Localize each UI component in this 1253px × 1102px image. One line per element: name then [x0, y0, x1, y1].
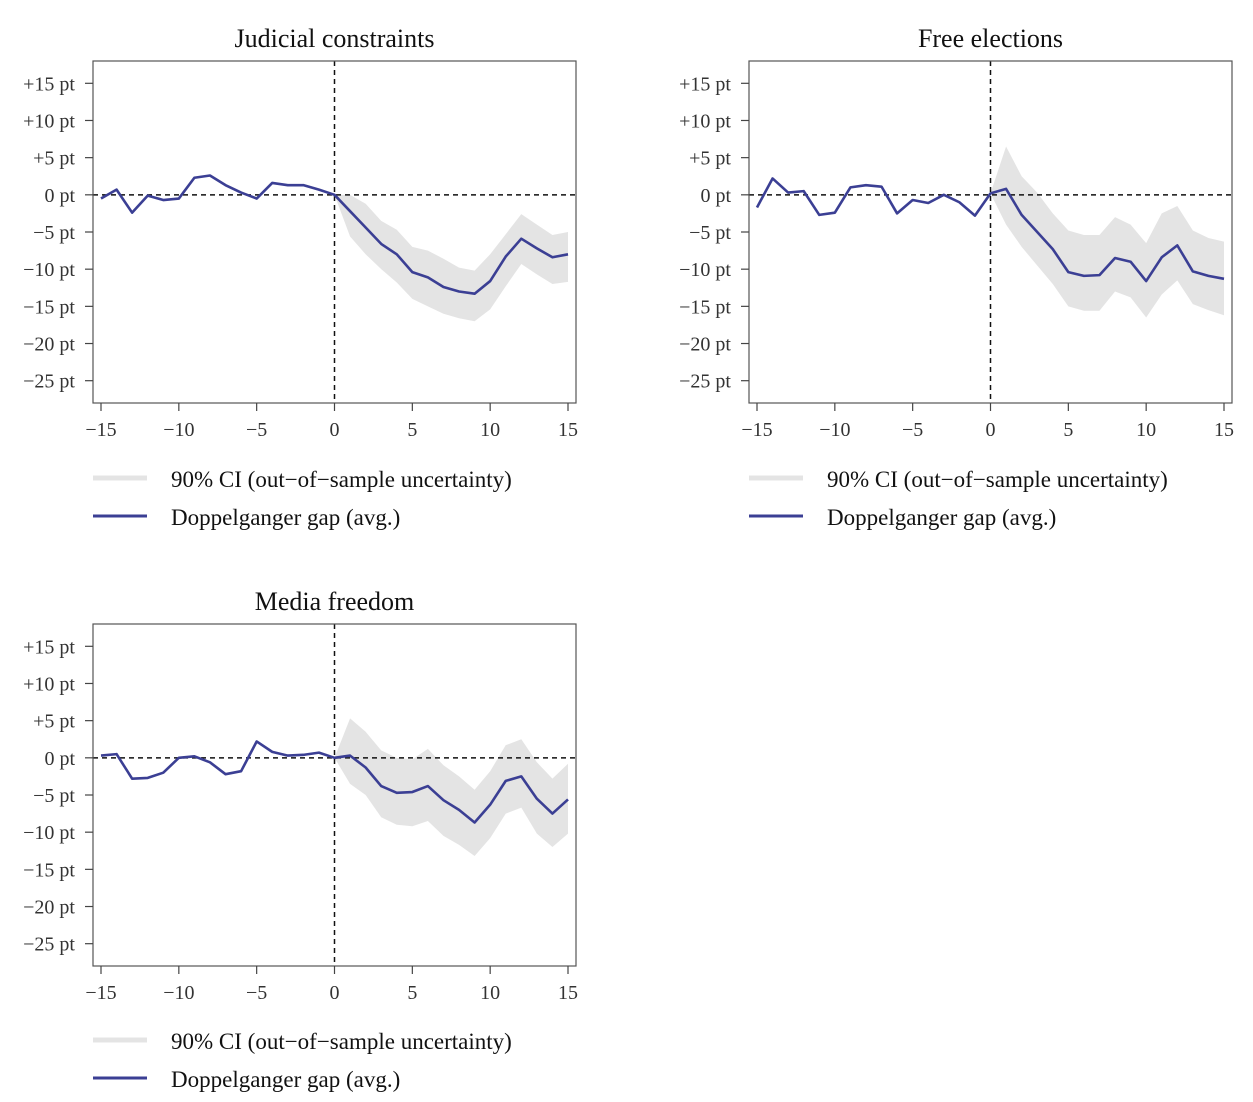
legend-ci-label: 90% CI (out−of−sample uncertainty) — [171, 1029, 512, 1054]
y-tick-label: −20 pt — [23, 897, 75, 919]
ci-band — [101, 718, 568, 856]
x-tick-label: 10 — [480, 419, 500, 441]
ci-band — [757, 146, 1224, 318]
y-tick-label: −20 pt — [679, 334, 731, 356]
y-tick-label: +10 pt — [679, 110, 731, 132]
legend-ci-label: 90% CI (out−of−sample uncertainty) — [171, 467, 512, 492]
x-tick-label: 15 — [558, 419, 578, 441]
series-line-1 — [100, 740, 569, 824]
series-line-1 — [100, 174, 569, 296]
y-tick-label: +10 pt — [23, 673, 75, 695]
panel-1: Judicial constraints +15 pt +10 pt +5 pt 0 p… — [23, 24, 578, 530]
chart-title: Media freedom — [255, 587, 415, 616]
x-tick-label: 5 — [407, 982, 417, 1004]
y-tick-label: −5 pt — [33, 785, 75, 807]
x-tick-label: −5 — [246, 419, 267, 441]
legend: 90% CI (out−of−sample uncertainty) Doppel… — [93, 1029, 512, 1092]
panel-3: Media freedom +15 pt +10 pt +5 pt 0 pt −5 pt −… — [23, 587, 578, 1092]
x-tick-label: −15 — [85, 419, 116, 441]
y-tick-label: −10 pt — [23, 822, 75, 844]
x-tick-label: −10 — [819, 419, 850, 441]
legend: 90% CI (out−of−sample uncertainty) Doppel… — [93, 467, 512, 530]
x-tick-label: 5 — [1063, 419, 1073, 441]
panel-2: Free elections +15 pt +10 pt +5 pt 0 pt −5 pt… — [679, 24, 1234, 530]
x-tick-label: −5 — [246, 982, 267, 1004]
x-tick-label: −5 — [902, 419, 923, 441]
x-tick-label: 15 — [1214, 419, 1234, 441]
y-tick-label: −10 pt — [679, 259, 731, 281]
series-line-1 — [755, 177, 1225, 283]
x-tick-label: −15 — [85, 982, 116, 1004]
x-tick-label: 0 — [330, 419, 340, 441]
y-tick-label: 0 pt — [700, 185, 731, 207]
y-tick-label: 0 pt — [44, 748, 75, 770]
x-tick-label: 5 — [407, 419, 417, 441]
y-tick-label: −15 pt — [23, 859, 75, 881]
legend-line-label: Doppelganger gap (avg.) — [827, 505, 1056, 530]
x-tick-label: 10 — [1136, 419, 1156, 441]
y-tick-label: +15 pt — [23, 73, 75, 95]
x-tick-label: 15 — [558, 982, 578, 1004]
x-tick-label: 0 — [986, 419, 996, 441]
y-tick-label: +5 pt — [689, 148, 731, 170]
x-tick-label: 10 — [480, 982, 500, 1004]
y-tick-label: −25 pt — [23, 934, 75, 956]
legend-line-label: Doppelganger gap (avg.) — [171, 1067, 400, 1092]
legend: 90% CI (out−of−sample uncertainty) Doppel… — [749, 467, 1168, 530]
legend-ci-label: 90% CI (out−of−sample uncertainty) — [827, 467, 1168, 492]
y-tick-label: +5 pt — [33, 148, 75, 170]
y-tick-label: −15 pt — [23, 296, 75, 318]
x-tick-label: −10 — [163, 982, 194, 1004]
y-tick-label: −5 pt — [33, 222, 75, 244]
x-tick-label: −10 — [163, 419, 194, 441]
y-tick-label: +10 pt — [23, 110, 75, 132]
x-tick-label: −15 — [741, 419, 772, 441]
y-tick-label: −10 pt — [23, 259, 75, 281]
y-tick-label: −20 pt — [23, 334, 75, 356]
y-tick-label: −25 pt — [23, 371, 75, 393]
ci-band — [101, 175, 568, 322]
x-tick-label: 0 — [330, 982, 340, 1004]
y-tick-label: −25 pt — [679, 371, 731, 393]
y-tick-label: 0 pt — [44, 185, 75, 207]
chart-title: Free elections — [918, 24, 1063, 53]
chart-title: Judicial constraints — [234, 24, 434, 53]
legend-line-label: Doppelganger gap (avg.) — [171, 505, 400, 530]
y-tick-label: +5 pt — [33, 711, 75, 733]
y-tick-label: +15 pt — [679, 73, 731, 95]
y-tick-label: −15 pt — [679, 296, 731, 318]
y-tick-label: +15 pt — [23, 636, 75, 658]
y-tick-label: −5 pt — [689, 222, 731, 244]
